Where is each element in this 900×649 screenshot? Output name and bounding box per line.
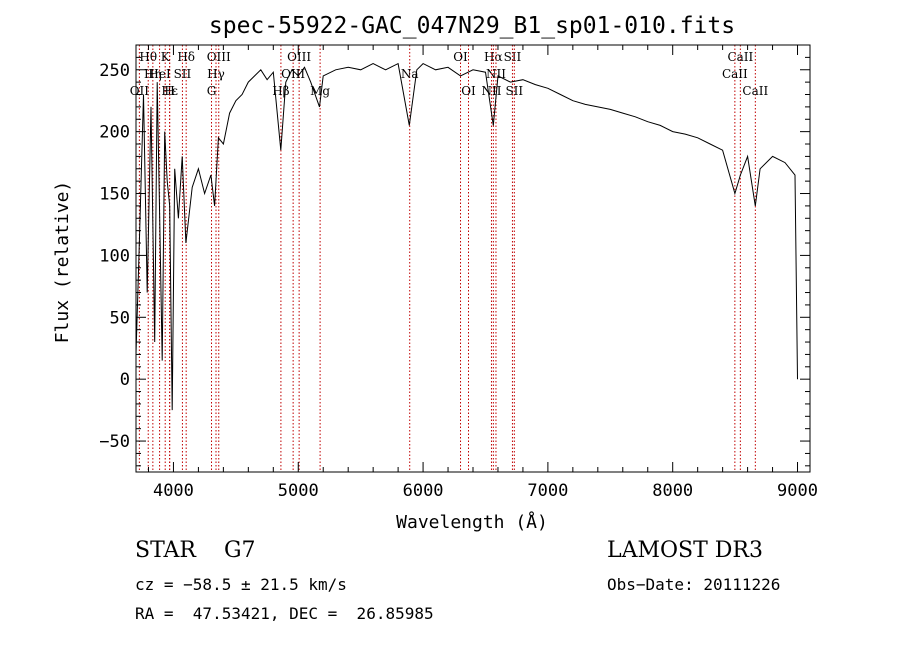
series-layer <box>135 62 798 411</box>
line-label-2: Hη <box>144 67 162 81</box>
line-label-20: SII <box>504 50 522 64</box>
line-label-13: OIII <box>287 50 311 64</box>
x-tick-label-1: 5000 <box>278 481 319 501</box>
y-tick-label-1: 0 <box>120 370 130 390</box>
x-tick-label-4: 8000 <box>652 481 693 501</box>
redshift-text: cz = −58.5 ± 21.5 km/s <box>135 575 347 594</box>
line-label-18: OI <box>461 84 476 98</box>
line-label-1: OII <box>130 84 150 98</box>
line-label-6: H <box>164 84 174 98</box>
line-label-14: OIII <box>281 67 305 81</box>
plot-frame <box>135 44 811 473</box>
line-label-9: OIII <box>207 50 231 64</box>
x-tick-label-2: 6000 <box>403 481 444 501</box>
object-class: STAR G7 <box>135 538 256 563</box>
line-label-19: Hα <box>484 50 503 64</box>
y-tick-label-0: −50 <box>99 432 130 452</box>
x-tick-label-5: 9000 <box>777 481 818 501</box>
y-tick-label-2: 50 <box>110 308 130 328</box>
line-label-0: Hθ <box>139 50 157 64</box>
line-label-11: G <box>207 84 217 98</box>
ra-dec-text: RA = 47.53421, DEC = 26.85985 <box>135 604 434 623</box>
y-tick-label-4: 150 <box>99 185 130 205</box>
line-label-3: HeI <box>148 67 171 81</box>
line-label-15: Mg <box>310 84 330 98</box>
axis-ticks: 4000 5000 6000 7000 8000 9000 −50 0 50 100 150 200 2… <box>99 44 818 501</box>
line-label-23: SII <box>505 84 523 98</box>
line-label-25: CaII <box>722 67 748 81</box>
chart-title: spec-55922-GAC_047N29_B1_sp01-010.fits <box>209 13 735 39</box>
line-label-24: CaII <box>727 50 753 64</box>
y-tick-label-6: 250 <box>99 61 130 81</box>
x-axis-label: Wavelength (Å) <box>396 511 548 533</box>
y-axis-label: Flux (relative) <box>52 181 73 344</box>
line-label-22: NII <box>481 84 501 98</box>
line-label-26: CaII <box>742 84 768 98</box>
y-tick-label-3: 100 <box>99 246 130 266</box>
y-tick-label-5: 200 <box>99 123 130 143</box>
line-label-4: K <box>161 50 171 64</box>
x-tick-label-0: 4000 <box>153 481 194 501</box>
line-label-17: OI <box>453 50 468 64</box>
x-tick-label-3: 7000 <box>527 481 568 501</box>
line-label-16: Na <box>401 67 419 81</box>
survey-name: LAMOST DR3 <box>607 538 763 563</box>
line-label-7: Hδ <box>177 50 195 64</box>
obs-date: Obs−Date: 20111226 <box>607 575 781 594</box>
series-line-0 <box>135 62 798 411</box>
line-label-10: Hγ <box>207 67 225 81</box>
line-label-8: SII <box>174 67 192 81</box>
